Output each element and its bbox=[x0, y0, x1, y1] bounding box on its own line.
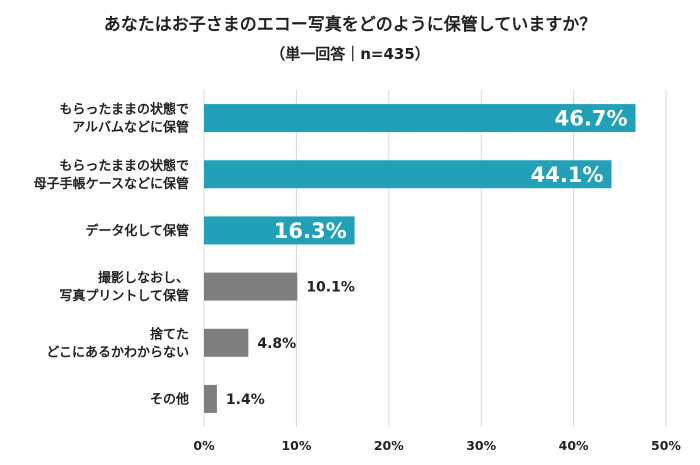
bar bbox=[204, 384, 217, 413]
x-tick-label: 20% bbox=[374, 438, 404, 453]
category-label: 捨てた bbox=[150, 326, 189, 342]
category-label: 写真プリントして保管 bbox=[59, 288, 189, 304]
category-label: データ化して保管 bbox=[85, 223, 189, 239]
category-label: どこにあるかわからない bbox=[46, 345, 189, 360]
category-label: もらったままの状態で bbox=[59, 102, 189, 118]
x-tick-label: 50% bbox=[651, 438, 681, 453]
category-label: その他 bbox=[150, 391, 189, 407]
category-label: アルバムなどに保管 bbox=[72, 120, 189, 136]
bar bbox=[204, 160, 612, 189]
chart-title: あなたはお子さまのエコー写真をどのように保管していますか？ bbox=[103, 15, 597, 35]
data-label: 16.3% bbox=[274, 219, 347, 243]
category-label: 撮影しなおし、 bbox=[98, 270, 189, 286]
bar bbox=[204, 272, 298, 301]
category-label: もらったままの状態で bbox=[59, 158, 189, 174]
data-label: 44.1% bbox=[531, 163, 604, 187]
x-tick-label: 30% bbox=[466, 438, 496, 453]
data-label: 46.7% bbox=[555, 107, 628, 131]
category-label: 母子手帳ケースなどに保管 bbox=[34, 176, 189, 192]
x-tick-label: 0% bbox=[193, 438, 215, 453]
x-tick-label: 40% bbox=[559, 438, 589, 453]
data-label: 1.4% bbox=[226, 392, 265, 408]
chart-subtitle: （単一回答｜n=435） bbox=[270, 45, 430, 63]
bar bbox=[204, 216, 355, 245]
bar bbox=[204, 328, 249, 357]
data-label: 4.8% bbox=[257, 336, 296, 352]
data-label: 10.1% bbox=[306, 280, 355, 296]
bar bbox=[204, 104, 636, 133]
x-tick-label: 10% bbox=[281, 438, 311, 453]
